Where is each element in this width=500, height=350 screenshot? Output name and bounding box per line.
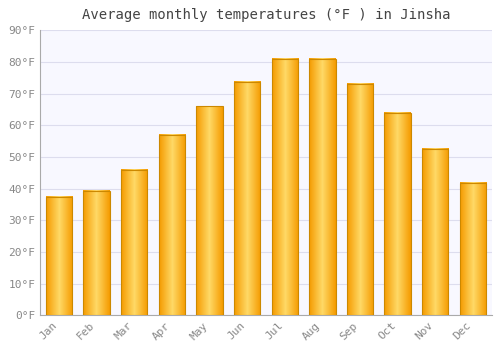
Bar: [158, 135, 185, 315]
Bar: [84, 191, 110, 315]
Bar: [460, 183, 486, 315]
Bar: [196, 106, 222, 315]
Bar: [422, 148, 448, 315]
Title: Average monthly temperatures (°F ) in Jinsha: Average monthly temperatures (°F ) in Ji…: [82, 8, 450, 22]
Bar: [121, 170, 148, 315]
Bar: [272, 59, 298, 315]
Bar: [384, 113, 411, 315]
Bar: [309, 59, 336, 315]
Bar: [347, 84, 373, 315]
Bar: [234, 82, 260, 315]
Bar: [46, 197, 72, 315]
